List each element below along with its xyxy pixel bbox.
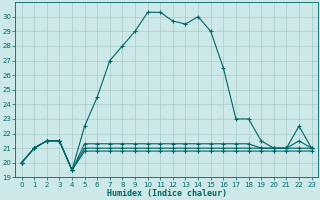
- X-axis label: Humidex (Indice chaleur): Humidex (Indice chaleur): [107, 189, 227, 198]
